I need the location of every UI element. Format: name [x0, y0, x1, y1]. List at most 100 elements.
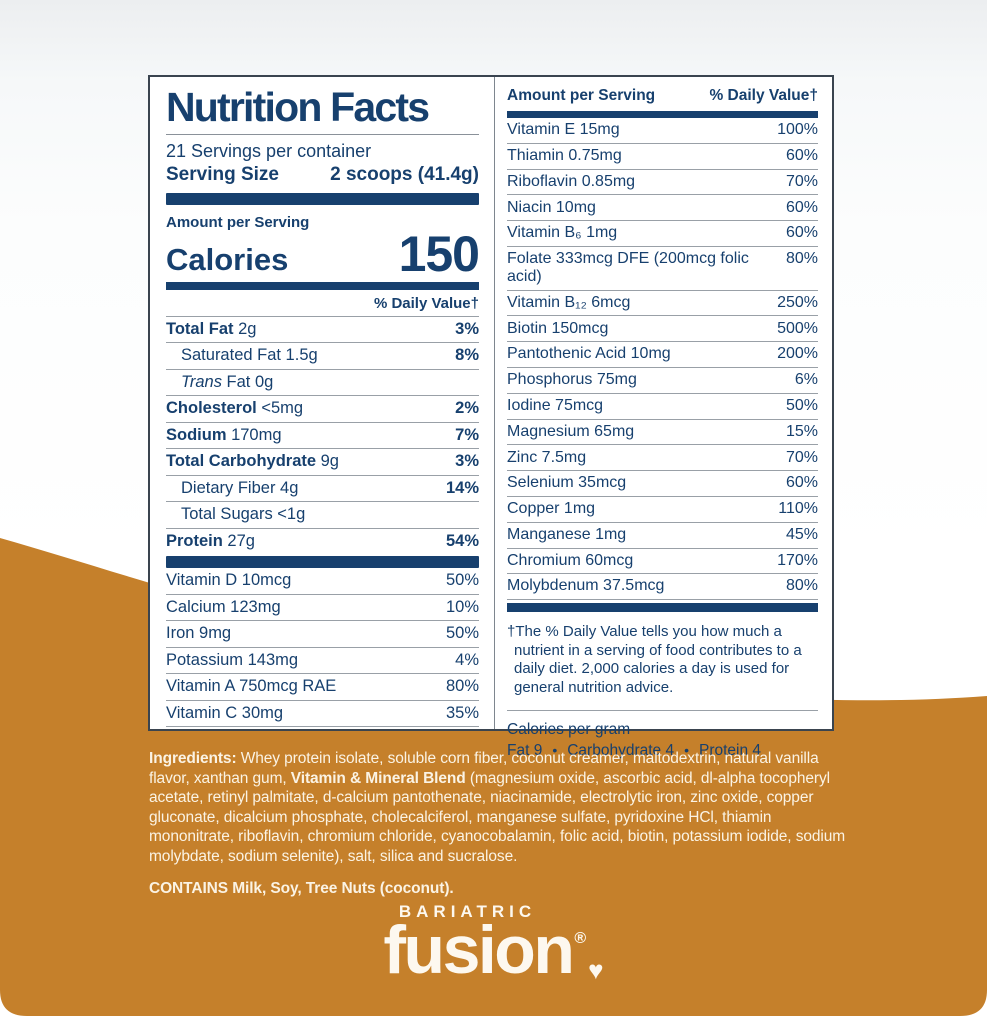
carbohydrate-calories: Carbohydrate 4 — [567, 742, 675, 760]
bullet-separator: • — [552, 742, 558, 759]
nutrient-name: Vitamin B₁₂ 6mcg — [507, 293, 631, 311]
nutrient-row: Thiamin 0.75mg 60% — [507, 144, 818, 170]
panel-right-column: Amount per Serving % Daily Value† Vitami… — [495, 77, 832, 759]
thick-divider-bar — [507, 111, 818, 118]
daily-value: 35% — [445, 703, 479, 722]
protein-calories: Protein 4 — [698, 742, 762, 760]
nutrient-row: Chromium 60mcg 170% — [507, 549, 818, 575]
thick-divider-bar — [507, 603, 818, 613]
nutrient-row: Trans Fat 0g — [166, 368, 479, 396]
macro-nutrient-rows: Total Fat 2g 3% Saturated Fat 1.5g 8% Tr… — [166, 315, 479, 555]
brand-logo: BARIATRIC fusion ®♥ — [0, 902, 987, 985]
daily-value: 170% — [777, 551, 818, 569]
daily-value: 50% — [785, 397, 818, 414]
fat-calories: Fat 9 — [507, 742, 543, 760]
daily-value: 8% — [455, 346, 479, 365]
ingredients-paragraph: Ingredients: Whey protein isolate, solub… — [149, 749, 849, 866]
brand-name-fusion: fusion ®♥ — [0, 916, 987, 985]
daily-value: 100% — [777, 121, 818, 139]
calories-per-gram-values: Fat 9 • Carbohydrate 4 • Protein 4 — [507, 740, 818, 761]
nutrient-row: Protein 27g 54% — [166, 527, 479, 555]
nutrient-row: Potassium 143mg 4% — [166, 648, 479, 675]
nutrient-row: Copper 1mg 110% — [507, 497, 818, 523]
daily-value: 110% — [778, 500, 818, 518]
daily-value: 500% — [777, 319, 818, 337]
nutrient-name: Iodine 75mcg — [507, 397, 604, 414]
daily-value: 80% — [785, 577, 818, 595]
nutrient-name: Magnesium 65mg — [507, 422, 635, 440]
calories-value: 150 — [398, 225, 480, 282]
contains-statement: CONTAINS Milk, Soy, Tree Nuts (coconut). — [149, 880, 454, 897]
daily-value-header: % Daily Value† — [709, 87, 818, 104]
nutrient-row: Total Carbohydrate 9g 3% — [166, 448, 479, 475]
daily-value: 70% — [785, 172, 818, 190]
serving-size-value: 2 scoops (41.4g) — [330, 163, 479, 185]
daily-value: 3% — [455, 452, 479, 471]
calories-per-gram-title: Calories per gram — [507, 721, 631, 739]
daily-value: 200% — [777, 345, 818, 363]
daily-value: 3% — [455, 319, 479, 338]
nutrient-row: Vitamin E 15mg 100% — [507, 118, 818, 144]
vitamin-mineral-rows-right: Vitamin E 15mg 100% Thiamin 0.75mg 60% R… — [507, 118, 818, 601]
serving-size-label: Serving Size — [166, 163, 279, 185]
nutrient-name: Folate 333mcg DFE (200mcg folic acid) — [507, 250, 754, 286]
calories-per-gram: Calories per gram Fat 9 • Carbohydrate 4 • P… — [507, 719, 818, 761]
nutrient-name: Sodium 170mg — [166, 425, 282, 444]
nutrient-name: Cholesterol <5mg — [166, 399, 304, 418]
brand-wordmark: fusion — [383, 912, 574, 988]
thick-divider-bar — [166, 281, 479, 290]
nutrient-name: Total Fat 2g — [166, 319, 257, 338]
nutrient-name: Copper 1mg — [507, 500, 596, 518]
ingredients-section: Ingredients: Whey protein isolate, solub… — [149, 749, 849, 899]
nutrient-name: Niacin 10mg — [507, 198, 596, 216]
serving-size-row: Serving Size 2 scoops (41.4g) — [166, 164, 479, 193]
nutrient-name: Riboflavin 0.85mg — [507, 172, 636, 190]
nutrient-row: Zinc 7.5mg 70% — [507, 445, 818, 472]
brand-name-bariatric: BARIATRIC — [398, 902, 537, 921]
calories-label: Calories — [166, 241, 289, 277]
ingredients-label: Ingredients: — [149, 750, 237, 767]
nutrient-row: Cholesterol <5mg 2% — [166, 395, 479, 422]
nutrient-name: Vitamin D 10mcg — [166, 571, 292, 590]
daily-value: 60% — [785, 224, 818, 242]
nutrient-name: Calcium 123mg — [166, 597, 281, 616]
nutrient-name: Chromium 60mcg — [507, 551, 634, 569]
nutrient-name: Protein 27g — [166, 531, 255, 550]
daily-value: 4% — [455, 650, 479, 669]
nutrient-row: Molybdenum 37.5mcg 80% — [507, 574, 818, 601]
nutrient-row: Vitamin B₆ 1mg 60% — [507, 221, 818, 247]
daily-value: 15% — [785, 422, 818, 440]
nutrient-row: Folate 333mcg DFE (200mcg folic acid) 80… — [507, 247, 818, 291]
nutrient-row: Pantothenic Acid 10mg 200% — [507, 342, 818, 369]
nutrient-row: Niacin 10mg 60% — [507, 195, 818, 222]
nutrient-name: Trans Fat 0g — [181, 372, 274, 391]
nutrient-name: Total Carbohydrate 9g — [166, 452, 339, 471]
nutrient-row: Calcium 123mg 10% — [166, 595, 479, 622]
calories-row: Calories 150 — [166, 225, 480, 282]
nutrient-name: Total Sugars <1g — [181, 505, 306, 524]
daily-value: 54% — [445, 531, 479, 550]
nutrient-name: Vitamin C 30mg — [166, 703, 284, 722]
nutrient-row: Iron 9mg 50% — [166, 621, 479, 648]
nutrient-row: Total Sugars <1g — [166, 501, 479, 528]
ingredients-list-part1: Whey protein isolate, soluble corn fiber… — [149, 750, 819, 787]
nutrient-row: Biotin 150mcg 500% — [507, 316, 818, 343]
daily-value: 7% — [455, 425, 479, 444]
nutrient-row: Vitamin D 10mcg 50% — [166, 568, 479, 595]
nutrient-row: Iodine 75mcg 50% — [507, 394, 818, 420]
nutrient-name: Phosphorus 75mg — [507, 371, 637, 389]
daily-value-footnote: †The % Daily Value tells you how much a … — [507, 623, 818, 712]
nutrient-name: Selenium 35mcg — [507, 474, 627, 492]
servings-per-container: 21 Servings per container — [166, 140, 372, 161]
daily-value: 80% — [785, 250, 818, 268]
nutrient-row: Phosphorus 75mg 6% — [507, 368, 818, 394]
daily-value: 80% — [445, 677, 479, 696]
nutrient-name: Potassium 143mg — [166, 650, 299, 669]
right-column-header: Amount per Serving % Daily Value† — [507, 83, 818, 111]
nutrient-name: Saturated Fat 1.5g — [181, 346, 318, 365]
amount-per-serving-label: Amount per Serving — [507, 87, 656, 104]
panel-left-column: Nutrition Facts 21 Servings per containe… — [150, 77, 495, 729]
heart-icon: ♥ — [588, 955, 604, 985]
daily-value: 6% — [794, 371, 818, 389]
nutrient-row: Total Fat 2g 3% — [166, 315, 479, 343]
